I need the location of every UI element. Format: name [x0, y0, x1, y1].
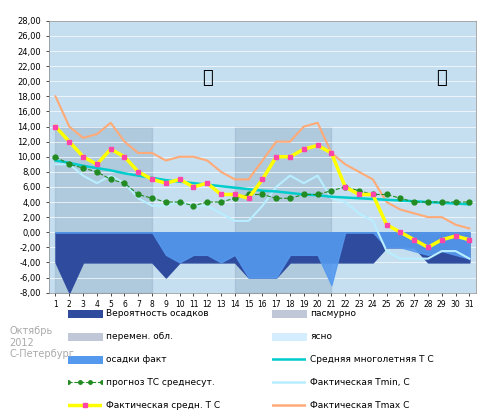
Text: пасмурно: пасмурно: [310, 309, 356, 318]
Text: 🌕: 🌕: [436, 69, 447, 87]
Text: Октябрь
2012
С-Петербург: Октябрь 2012 С-Петербург: [10, 326, 74, 359]
Text: осадки факт: осадки факт: [106, 355, 167, 364]
Text: Фактическая Tmin, С: Фактическая Tmin, С: [310, 378, 410, 387]
Text: 🌑: 🌑: [202, 69, 213, 87]
Text: ясно: ясно: [310, 332, 332, 341]
Text: перемен. обл.: перемен. обл.: [106, 332, 173, 341]
Text: Средняя многолетняя Т С: Средняя многолетняя Т С: [310, 355, 434, 364]
Text: Фактическая Tmax С: Фактическая Tmax С: [310, 401, 409, 410]
Text: Фактическая средн. Т С: Фактическая средн. Т С: [106, 401, 220, 410]
Text: Вероятность осадков: Вероятность осадков: [106, 309, 208, 318]
Text: прогноз ТС среднесут.: прогноз ТС среднесут.: [106, 378, 215, 387]
